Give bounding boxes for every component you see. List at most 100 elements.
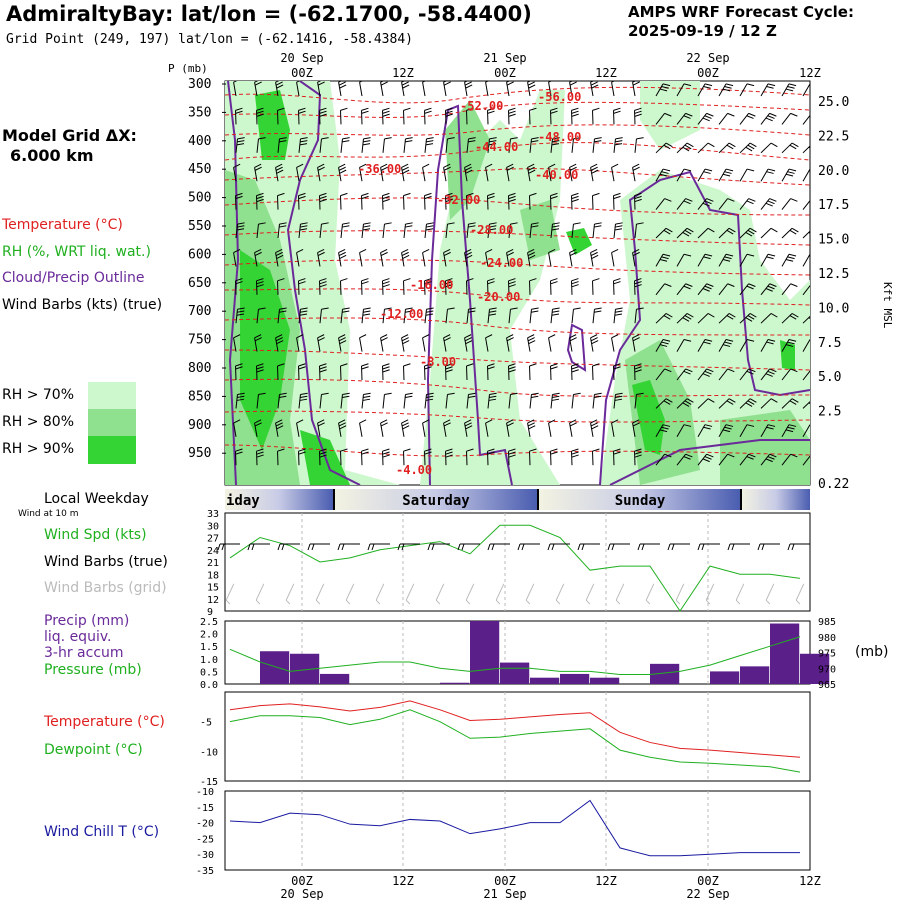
wind-barb-staff [338, 252, 342, 267]
wind-barb-flag [508, 369, 516, 373]
wind-barb [485, 334, 493, 352]
wind-barb-flag [662, 424, 671, 427]
grid-wind-barb [735, 583, 745, 605]
wind-barb-flag [402, 340, 410, 345]
wind-barb-flag [424, 107, 432, 111]
wind-barb [487, 222, 497, 239]
wind-barb [781, 168, 797, 182]
wind-barb-flag [705, 599, 711, 605]
wind-barb-flag [769, 112, 777, 117]
wind-barb-flag [363, 310, 371, 313]
wind-barb [401, 248, 410, 267]
wind-barb [235, 392, 245, 409]
wind-barb-flag [636, 392, 644, 395]
wind-barb [527, 419, 536, 437]
wind-barb-flag [443, 81, 451, 83]
wind-barb [275, 248, 284, 267]
wind-barb [548, 81, 556, 97]
wind-barb-staff [464, 252, 468, 267]
pressure-tick-label: 400 [188, 134, 211, 149]
wind-barb-staff [611, 252, 615, 267]
isotherm-line [225, 230, 810, 246]
windchill-tick-label: -15 [196, 803, 214, 814]
wind-barb-flag [527, 334, 535, 339]
wind-barb-flag [426, 140, 434, 143]
wind-barb-flag [594, 225, 602, 228]
wind-barb-flag [685, 368, 693, 373]
wind-barb-flag [255, 599, 261, 605]
wind-barb-flag [746, 338, 755, 342]
wind-barb [718, 198, 735, 210]
wind-barb-flag [279, 140, 287, 143]
wind-barb [317, 163, 325, 182]
wind-barb-flag [279, 307, 287, 310]
wind-barb-flag [615, 222, 623, 225]
weekday-cell [225, 489, 333, 510]
wind-barb [676, 198, 693, 210]
wind-barb-flag [375, 599, 381, 605]
wind-barb-flag [706, 368, 714, 373]
wind-barb-flag [237, 307, 245, 310]
wind-barb-flag [571, 448, 579, 452]
wind-barb-flag [813, 397, 819, 403]
wind-barb [802, 338, 810, 352]
forecast-cycle: AMPS WRF Forecast Cycle: 2025-09-19 / 12… [628, 3, 854, 41]
wind-barb-staff [675, 583, 685, 601]
wind-barb [256, 107, 264, 125]
wind-barb-flag [531, 222, 539, 225]
wind-barb-flag [506, 166, 514, 171]
wind-barb-flag [785, 429, 794, 433]
wind-barb [760, 338, 776, 352]
surface-wind-barb [607, 543, 630, 551]
wind-barb [739, 253, 755, 267]
wind-barb-staff [359, 167, 363, 182]
wind-barb-staff [613, 309, 616, 324]
wind-barb [802, 253, 810, 267]
isotherm-label: -48.00 [538, 130, 581, 144]
wind-barb-flag [298, 110, 306, 114]
wind-barb [718, 398, 736, 409]
wind-barb-staff [422, 337, 426, 352]
wind-barb-flag [317, 251, 325, 257]
wind-barb-flag [527, 81, 535, 86]
time-tick-label: 12Z [595, 874, 617, 888]
wind-barb [760, 83, 776, 97]
wind-barb-flag [468, 307, 476, 310]
wind-barb-staff [298, 138, 301, 153]
wind-barb-staff [403, 309, 406, 324]
wind-barb-staff [739, 339, 748, 352]
wind-barb-flag [591, 84, 599, 89]
wind-barb-flag [591, 169, 599, 174]
wind-barb-flag [594, 140, 602, 143]
wind-barb-flag [401, 166, 409, 171]
wind-barb-flag [362, 143, 371, 146]
wind-barb-flag [702, 202, 710, 207]
wind-barb [485, 81, 493, 97]
kft-tick-label: 25.0 [818, 95, 849, 110]
wind-barb [592, 222, 602, 239]
wind-barb-flag [531, 310, 539, 313]
wind-barb [340, 392, 350, 409]
wind-barb-flag [571, 363, 579, 367]
wind-barb-staff [802, 142, 810, 154]
wind-barb-flag [615, 225, 623, 228]
wind-barb-flag [552, 137, 560, 140]
isotherm-label: -8.00 [420, 355, 456, 369]
grid-wind-barb [645, 583, 655, 605]
wind-spd-tick-label: 33 [207, 509, 219, 520]
wind-barb-staff [781, 453, 792, 466]
wind-barb-flag [788, 338, 797, 342]
wind-barb-staff [445, 309, 448, 324]
wind-barb [298, 192, 306, 210]
wind-barb-flag [812, 282, 819, 288]
page-title: AdmiraltyBay: lat/lon = (-62.1700, -58.4… [6, 2, 532, 26]
wind-barb-staff [403, 394, 406, 409]
wind-barb-flag [426, 225, 434, 228]
wind-barb-flag [468, 395, 476, 398]
wind-barb-staff [718, 453, 729, 466]
wind-barb-flag [468, 225, 476, 228]
wind-barb-flag [706, 198, 714, 202]
wind-barb [464, 163, 473, 182]
wind-barb-flag [707, 142, 715, 148]
